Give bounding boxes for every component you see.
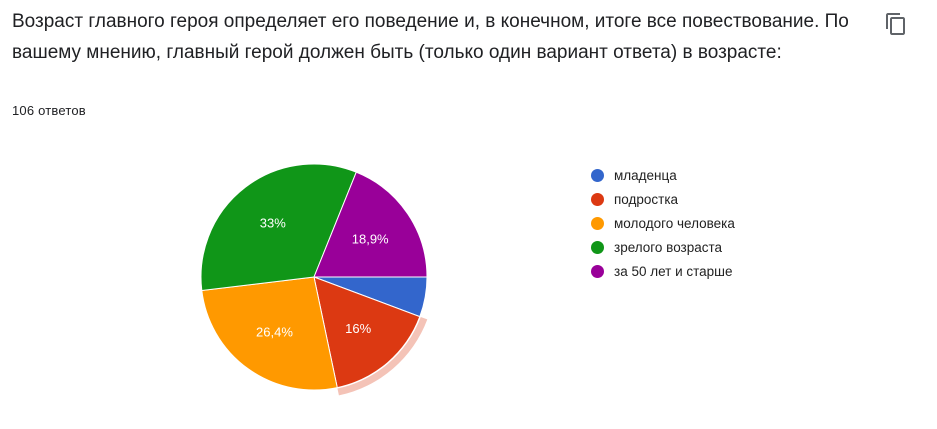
legend-item-0[interactable]: младенца — [591, 163, 735, 187]
pie-label-2: 26,4% — [256, 325, 293, 340]
copy-icon — [886, 13, 905, 35]
legend-item-1[interactable]: подростка — [591, 187, 735, 211]
legend-item-2[interactable]: молодого человека — [591, 211, 735, 235]
pie-slice-1[interactable] — [313, 276, 421, 389]
pie-label-1: 16% — [345, 321, 371, 336]
pie-label-3: 33% — [260, 216, 286, 231]
legend-item-3[interactable]: зрелого возраста — [591, 235, 735, 259]
pie-slices — [200, 163, 428, 396]
legend-label: младенца — [614, 167, 677, 183]
question-title: Возраст главного героя определяет его по… — [12, 11, 849, 63]
pie-slice-3[interactable] — [200, 163, 357, 292]
legend-swatch — [591, 264, 604, 278]
pie-slice-4[interactable] — [313, 171, 428, 278]
legend-swatch — [591, 216, 604, 230]
legend-swatch — [591, 240, 604, 254]
legend-label: зрелого возраста — [614, 239, 723, 255]
legend-label: подростка — [614, 191, 679, 207]
legend-swatch — [591, 168, 604, 182]
legend-item-4[interactable]: за 50 лет и старше — [591, 259, 735, 283]
response-count: 106 ответов — [12, 103, 86, 118]
legend-swatch — [591, 192, 604, 206]
legend-label: молодого человека — [614, 215, 735, 231]
pie-label-4: 18,9% — [352, 232, 389, 247]
chart-legend: младенца подростка молодого человека зрелог… — [591, 163, 735, 283]
slice-highlight-1 — [337, 316, 428, 396]
pie-data-labels: 16% 26,4% 33% 18,9% — [256, 216, 389, 340]
copy-chart-button[interactable] — [876, 4, 916, 44]
pie-slice-2[interactable] — [201, 276, 338, 391]
legend-label: за 50 лет и старше — [614, 263, 733, 279]
